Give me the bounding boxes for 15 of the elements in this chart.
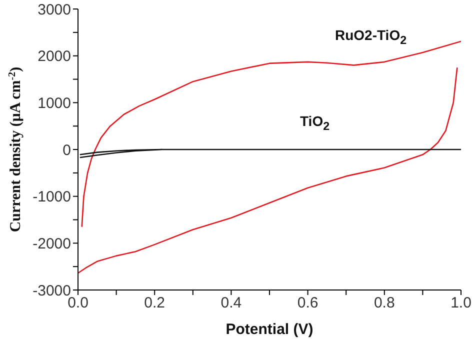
x-tick-label: 0.0 (68, 294, 88, 312)
x-tick-label: 0.6 (297, 294, 318, 312)
series-label: TiO$_{2}$ (300, 113, 330, 133)
x-tick-label: 0.8 (374, 294, 395, 312)
x-axis-title: Potential (V) (226, 321, 314, 338)
x-tick-label: 0.4 (220, 294, 242, 312)
y-tick-label: 0 (62, 142, 71, 159)
y-tick-label: 2000 (38, 48, 71, 66)
x-tick-label: 1.0 (450, 294, 472, 312)
y-tick-label: -2000 (32, 235, 71, 252)
x-tick-label: 0.2 (144, 294, 166, 312)
series-label: RuO2-TiO$_{2}$ (335, 27, 407, 47)
y-tick-label: 3000 (38, 1, 71, 18)
y-tick-label: -1000 (32, 188, 71, 206)
y-tick-label: 1000 (38, 94, 71, 112)
